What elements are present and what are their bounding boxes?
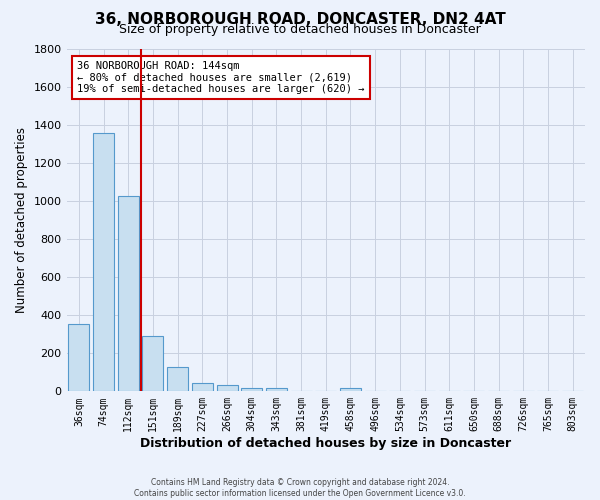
Bar — [340, 388, 361, 392]
Bar — [217, 384, 238, 392]
Bar — [241, 388, 262, 392]
Bar — [68, 324, 89, 392]
Text: Contains HM Land Registry data © Crown copyright and database right 2024.
Contai: Contains HM Land Registry data © Crown c… — [134, 478, 466, 498]
Bar — [167, 366, 188, 392]
Text: Size of property relative to detached houses in Doncaster: Size of property relative to detached ho… — [119, 22, 481, 36]
Bar — [142, 336, 163, 392]
Text: 36, NORBOROUGH ROAD, DONCASTER, DN2 4AT: 36, NORBOROUGH ROAD, DONCASTER, DN2 4AT — [95, 12, 505, 28]
Bar — [192, 383, 213, 392]
Bar — [93, 132, 114, 392]
X-axis label: Distribution of detached houses by size in Doncaster: Distribution of detached houses by size … — [140, 437, 511, 450]
Bar — [266, 388, 287, 392]
Bar — [118, 196, 139, 392]
Y-axis label: Number of detached properties: Number of detached properties — [15, 127, 28, 313]
Text: 36 NORBOROUGH ROAD: 144sqm
← 80% of detached houses are smaller (2,619)
19% of s: 36 NORBOROUGH ROAD: 144sqm ← 80% of deta… — [77, 61, 364, 94]
